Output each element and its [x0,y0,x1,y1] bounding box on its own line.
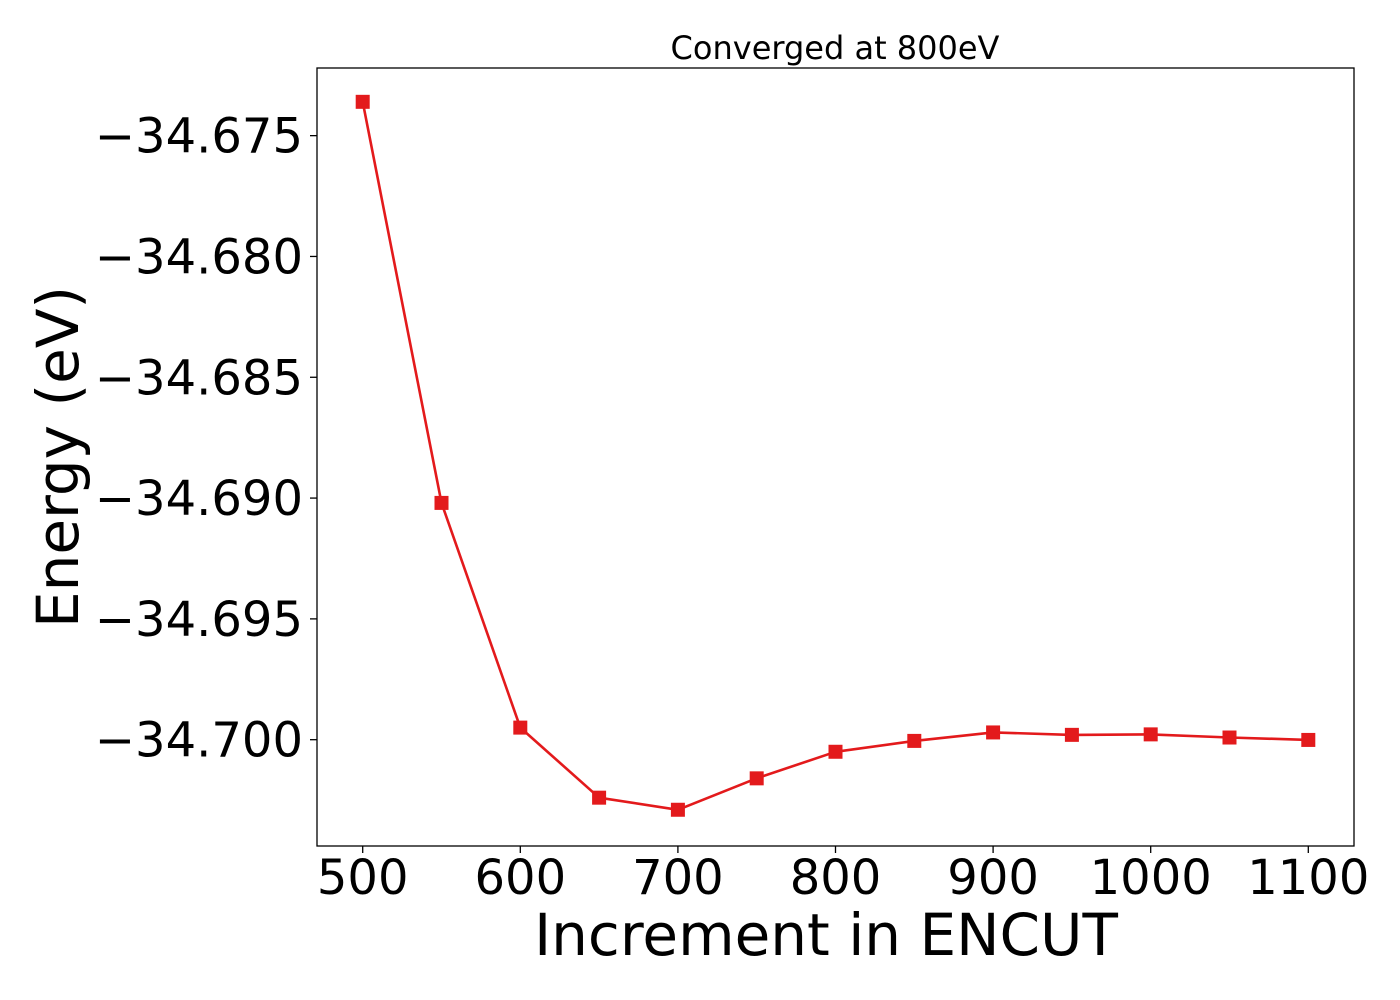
data-point [1064,727,1079,742]
x-tick-label: 800 [790,850,882,906]
x-tick-label: 500 [317,850,409,906]
y-tick-label: −34.675 [95,109,303,165]
data-point [355,94,370,109]
data-point [749,771,764,786]
y-tick-label: −34.685 [95,350,303,406]
chart-title: Converged at 800eV [671,29,1000,67]
data-point [907,733,922,748]
data-point [828,744,843,759]
y-tick-label: −34.695 [95,592,303,648]
x-tick-label: 1100 [1247,850,1369,906]
series-layer [355,94,1316,817]
x-tick-label: 1000 [1090,850,1212,906]
x-tick-label: 900 [947,850,1039,906]
y-tick-label: −34.690 [95,471,303,527]
x-tick-label: 700 [632,850,724,906]
plot-area [317,68,1354,846]
data-point [986,725,1001,740]
data-point [434,495,449,510]
x-axis-label: Increment in ENCUT [534,901,1118,969]
y-axis-ticks: −34.675 −34.680 −34.685 −34.690 −34.695 −34.7… [95,109,317,769]
y-tick-label: −34.680 [95,229,303,285]
data-point [1222,730,1237,745]
x-tick-label: 600 [474,850,566,906]
data-point [1143,727,1158,742]
data-point [592,790,607,805]
y-tick-label: −34.700 [95,713,303,769]
data-point [1301,732,1316,747]
data-point [670,802,685,817]
y-axis-label: Energy (eV) [24,286,92,628]
x-axis-ticks: 500 600 700 800 900 1000 1100 [317,846,1369,906]
data-point [513,720,528,735]
